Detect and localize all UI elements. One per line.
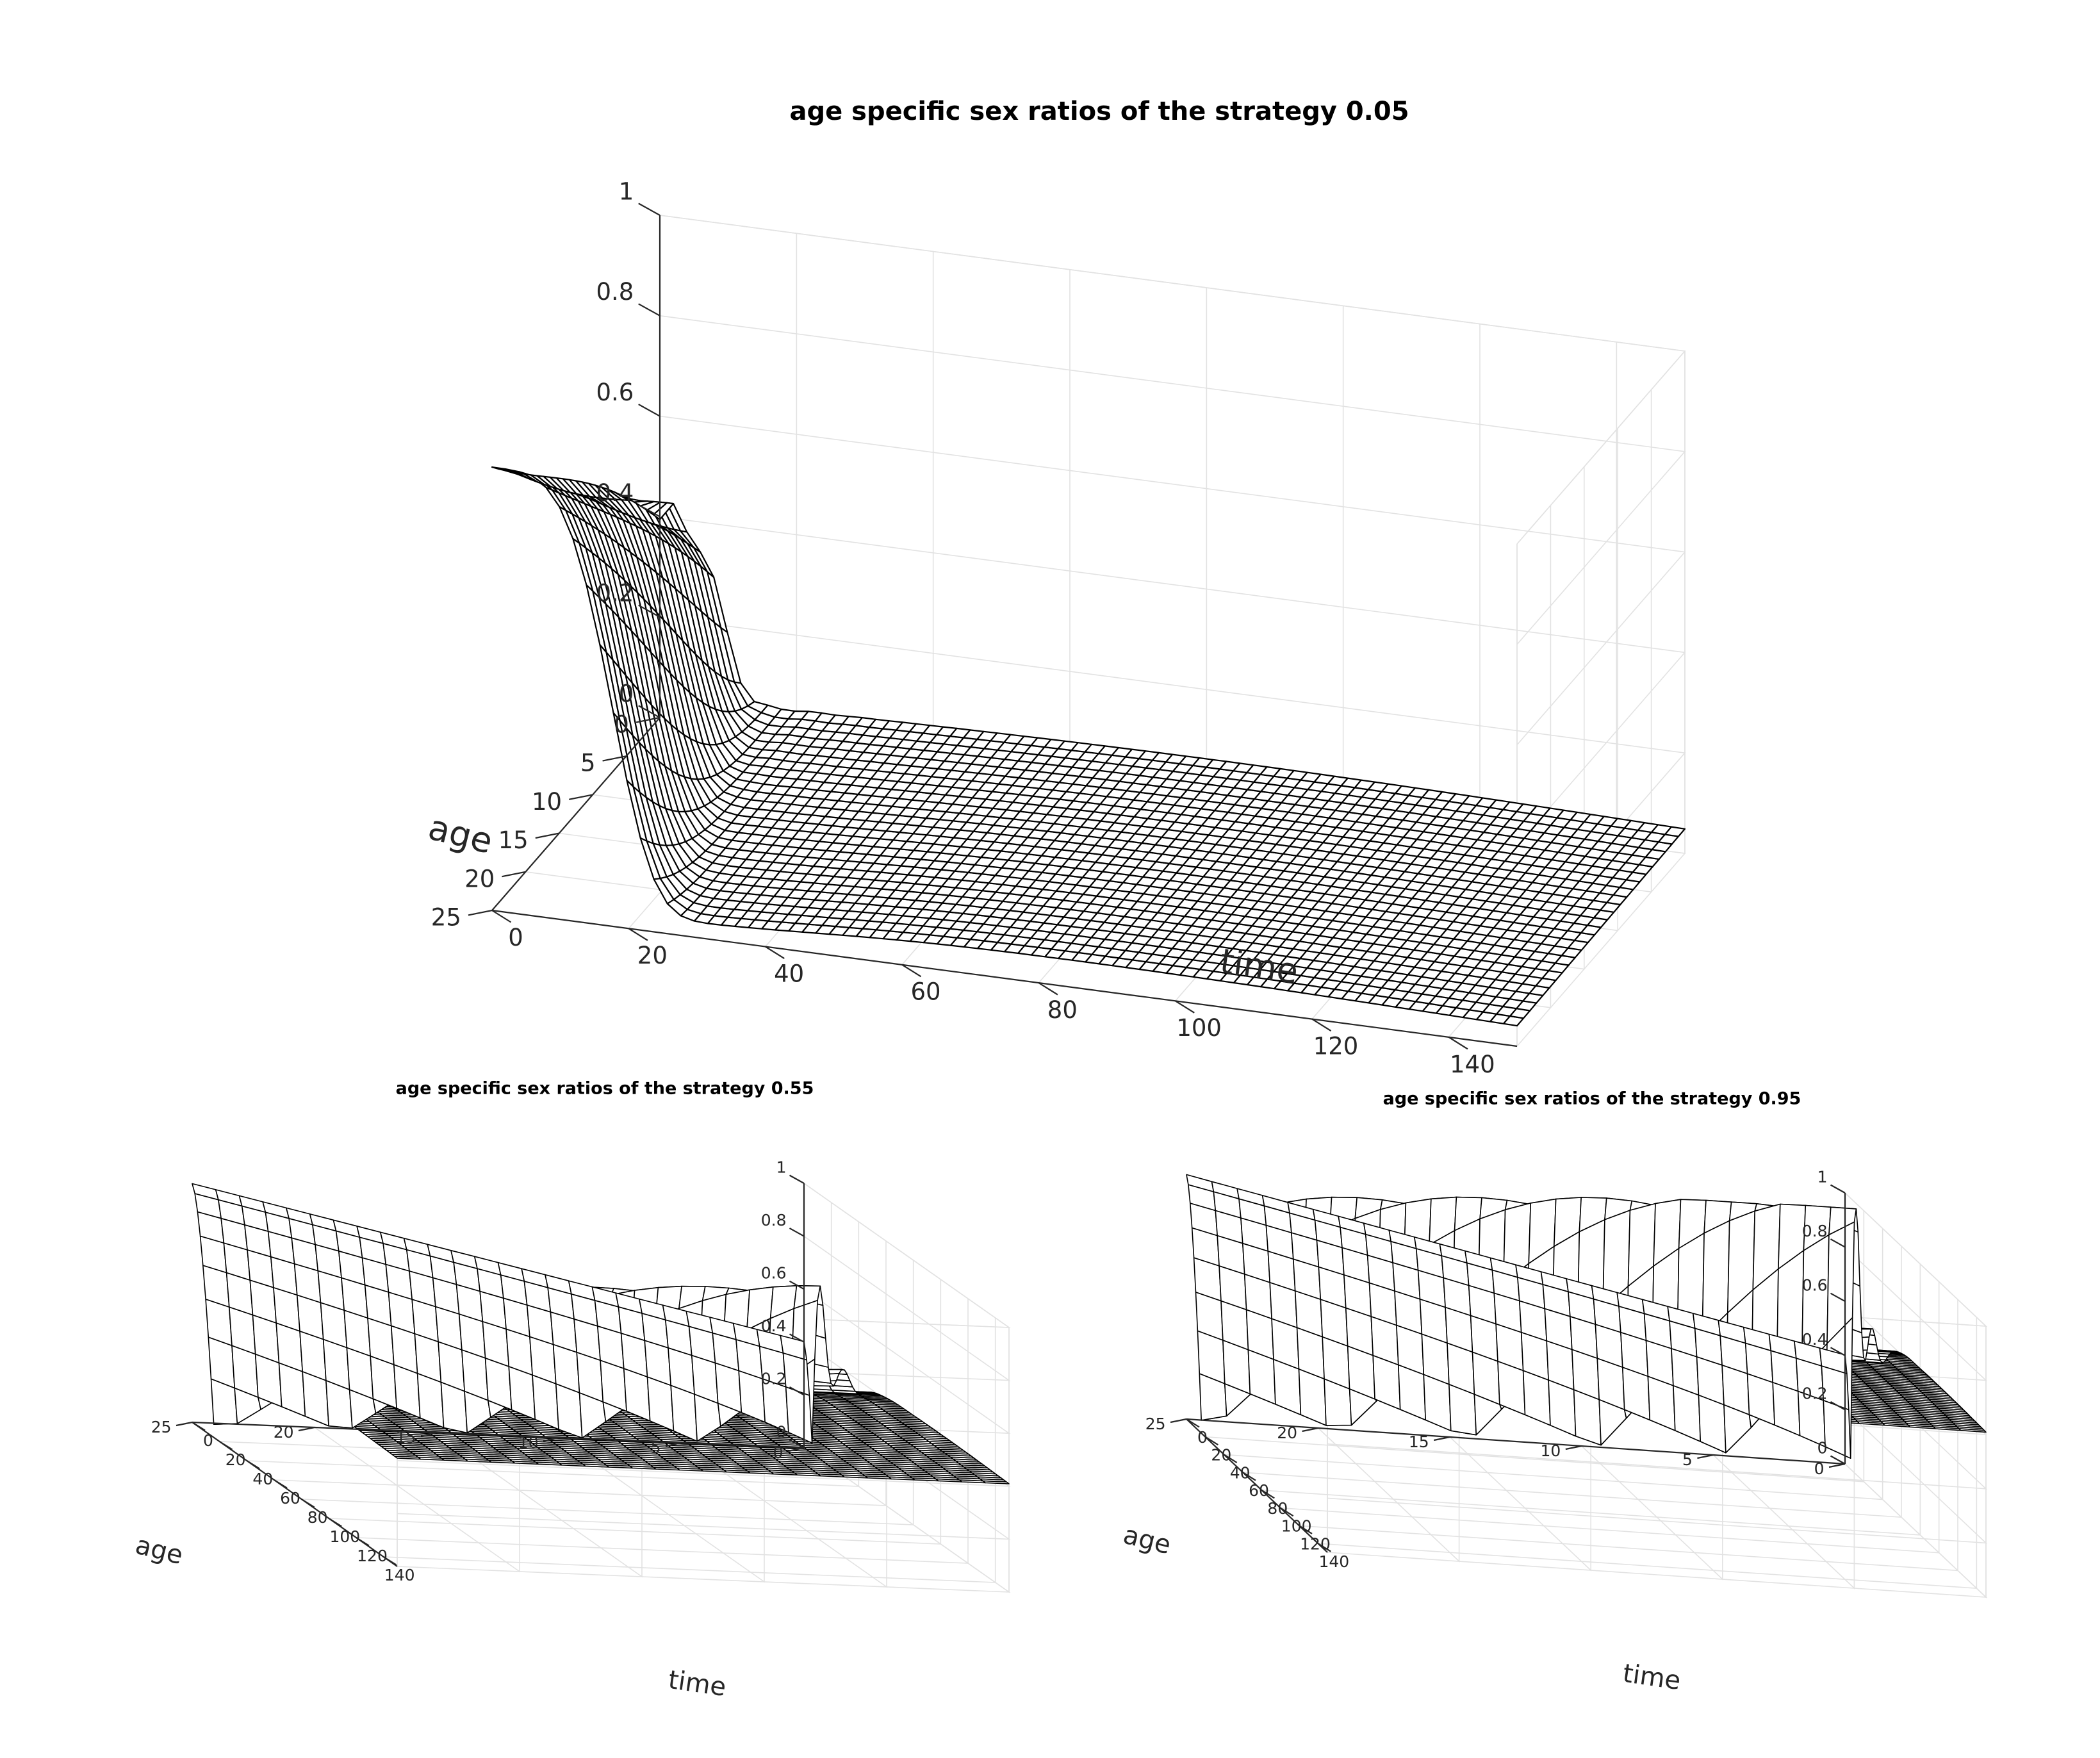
z-tick-label: 1 — [776, 1158, 787, 1176]
chart-panel-1: 00.20.40.60.8105101520250204060801001201… — [425, 97, 1686, 1078]
y-axis-label: age — [425, 807, 497, 862]
time-tick — [219, 1441, 233, 1450]
surface-mesh — [1186, 1174, 1987, 1459]
grid-line-z — [1327, 1409, 1988, 1544]
z-tick — [789, 1174, 805, 1184]
age-tick-label: 15 — [498, 826, 529, 854]
age-tick-label: 5 — [651, 1438, 661, 1457]
wall-edge-top-side — [1516, 350, 1686, 545]
z-tick-label: 0.2 — [596, 580, 634, 607]
time-tick-label: 40 — [252, 1470, 273, 1488]
time-tick-label: 60 — [910, 978, 940, 1006]
grid-line-z — [659, 215, 1686, 545]
age-tick-label: 15 — [396, 1428, 416, 1447]
age-tick-label: 10 — [532, 788, 562, 816]
chart-panel-2: 00.20.40.60.8105101520250204060801001201… — [133, 1079, 1011, 1702]
chart-title: age specific sex ratios of the strategy … — [789, 97, 1409, 126]
time-tick-label: 140 — [384, 1566, 415, 1584]
time-tick — [301, 1499, 315, 1508]
time-tick-label: 0 — [203, 1431, 213, 1450]
age-tick-label: 10 — [518, 1433, 539, 1452]
age-tick-label: 5 — [580, 750, 596, 777]
time-tick — [274, 1479, 288, 1489]
age-tick-label: 25 — [151, 1418, 172, 1436]
y-axis-label: age — [133, 1531, 186, 1571]
time-tick — [246, 1460, 260, 1470]
time-tick-label: 80 — [1047, 996, 1078, 1024]
age-tick-label: 0 — [614, 711, 629, 738]
z-tick-label: 1 — [619, 177, 634, 205]
chart-title: age specific sex ratios of the strategy … — [396, 1079, 814, 1099]
age-tick — [468, 909, 493, 916]
time-tick-label: 60 — [280, 1489, 300, 1507]
time-tick — [192, 1422, 206, 1431]
time-tick-label: 120 — [1313, 1033, 1359, 1060]
z-tick-label: 0.2 — [761, 1370, 787, 1388]
z-tick — [638, 303, 660, 316]
time-tick — [328, 1518, 342, 1527]
wall-edge-top-back — [803, 1183, 1010, 1328]
z-tick-label: 0 — [619, 680, 634, 707]
z-tick-label: 0.4 — [761, 1317, 787, 1335]
z-tick-label: 0.6 — [596, 379, 634, 406]
time-tick-label: 20 — [226, 1450, 246, 1469]
time-tick-label: 120 — [357, 1547, 388, 1565]
time-tick-label: 80 — [308, 1508, 328, 1527]
surface-mesh — [491, 466, 1686, 1027]
z-tick — [789, 1228, 805, 1237]
time-tick-label: 100 — [329, 1527, 360, 1546]
z-tick — [638, 404, 660, 417]
grid-line-z — [659, 415, 1686, 746]
time-tick-label: 40 — [774, 960, 804, 987]
z-tick-label: 0.4 — [596, 479, 634, 507]
time-tick-label: 140 — [1450, 1051, 1495, 1078]
chart-panel-3: 00.20.40.60.8105101520250204060801001201… — [1120, 1089, 1988, 1696]
x-axis-label: time — [666, 1665, 728, 1702]
z-tick-label: 0.6 — [761, 1263, 787, 1282]
age-tick-label: 20 — [464, 865, 495, 892]
age-tick-label: 20 — [274, 1423, 294, 1442]
z-tick-label: 0 — [776, 1422, 787, 1441]
wall-edge-top-back — [659, 215, 1686, 352]
z-tick-label: 0.8 — [761, 1211, 787, 1229]
age-tick-label: 25 — [431, 903, 461, 931]
time-tick-label: 100 — [1176, 1014, 1222, 1042]
age-tick-label: 0 — [773, 1443, 783, 1462]
z-tick — [638, 202, 660, 216]
time-tick-label: 0 — [508, 924, 523, 951]
age-tick — [176, 1421, 193, 1427]
z-tick-label: 0.8 — [596, 278, 634, 306]
age-tick — [298, 1426, 315, 1432]
grid-line-z — [659, 315, 1686, 645]
time-tick-label: 20 — [637, 942, 668, 969]
wall-edge-top-back — [1844, 1192, 1987, 1327]
